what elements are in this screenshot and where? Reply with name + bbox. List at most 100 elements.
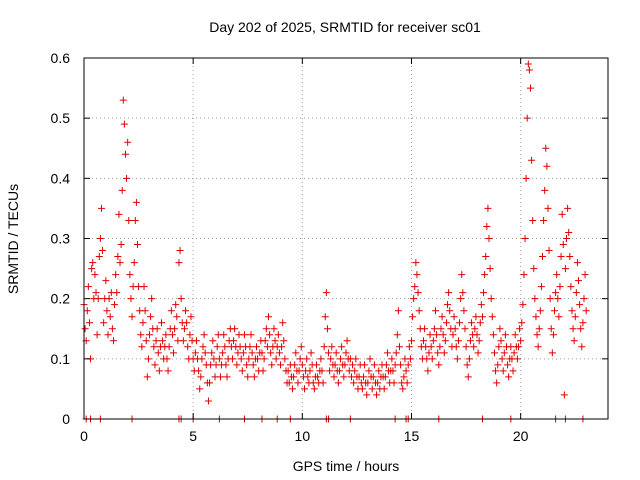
- data-point: [539, 253, 546, 261]
- data-point: [284, 367, 292, 375]
- data-point: [325, 349, 333, 357]
- data-point: [153, 325, 161, 333]
- x-tick-label: 20: [513, 428, 529, 444]
- data-point: [159, 337, 167, 345]
- data-point: [250, 373, 258, 381]
- data-point: [510, 349, 518, 357]
- data-point: [485, 235, 493, 242]
- data-point: [231, 325, 239, 333]
- data-point: [126, 271, 134, 279]
- y-tick-label: 0.4: [51, 170, 71, 186]
- data-point: [239, 349, 247, 357]
- data-point: [113, 289, 121, 297]
- data-point: [505, 373, 513, 381]
- data-point: [390, 379, 398, 387]
- data-point: [404, 361, 412, 369]
- data-point: [579, 319, 587, 327]
- data-point: [81, 325, 89, 333]
- data-point: [168, 331, 176, 339]
- data-point: [150, 343, 158, 351]
- data-point: [582, 307, 590, 315]
- data-point: [560, 391, 568, 399]
- data-point: [540, 216, 548, 224]
- data-point: [428, 355, 436, 363]
- data-point: [84, 283, 92, 291]
- data-point: [99, 247, 107, 255]
- data-point: [481, 271, 489, 279]
- data-point: [264, 313, 272, 321]
- data-point: [137, 331, 145, 339]
- data-point: [473, 331, 481, 339]
- data-point: [561, 265, 569, 273]
- data-point: [464, 373, 472, 381]
- data-point: [151, 361, 159, 369]
- data-point: [199, 343, 207, 351]
- data-point: [92, 289, 100, 297]
- data-point: [373, 391, 381, 399]
- data-point: [442, 319, 450, 327]
- data-point: [301, 385, 309, 393]
- data-point: [106, 313, 114, 321]
- data-point: [275, 349, 283, 357]
- data-point: [413, 271, 421, 279]
- data-point: [368, 385, 376, 393]
- data-point: [494, 361, 502, 369]
- data-point: [310, 385, 318, 393]
- data-point: [104, 331, 112, 339]
- data-point: [123, 174, 131, 182]
- data-point: [112, 271, 120, 279]
- data-point: [103, 307, 111, 315]
- data-point: [438, 313, 446, 321]
- data-point: [249, 361, 257, 369]
- data-point: [563, 235, 571, 242]
- data-point: [108, 325, 116, 333]
- data-point: [176, 247, 184, 255]
- data-point: [102, 277, 110, 285]
- data-point: [304, 373, 312, 381]
- data-point: [576, 301, 584, 309]
- data-point: [572, 289, 580, 297]
- data-point: [406, 355, 414, 363]
- data-point: [547, 325, 555, 333]
- data-point: [490, 349, 498, 357]
- data-point: [457, 295, 465, 303]
- data-point: [220, 331, 228, 339]
- data-point: [124, 138, 132, 146]
- data-point: [274, 331, 282, 339]
- data-point: [454, 337, 462, 345]
- data-point: [215, 355, 223, 363]
- data-point: [111, 301, 119, 309]
- data-point: [546, 295, 554, 303]
- data-point: [280, 337, 288, 345]
- data-point: [201, 349, 209, 357]
- data-points: [80, 60, 590, 423]
- y-tick-label: 0.6: [51, 50, 71, 66]
- data-point: [535, 325, 543, 333]
- data-point: [482, 253, 490, 261]
- data-point: [306, 367, 314, 375]
- data-point: [334, 379, 342, 387]
- data-point: [542, 144, 550, 152]
- x-tick-label: 5: [189, 428, 197, 444]
- data-point: [477, 301, 485, 309]
- data-point: [403, 379, 411, 387]
- data-point: [380, 385, 388, 393]
- data-point: [171, 325, 179, 333]
- data-point: [414, 289, 422, 297]
- data-point: [209, 337, 217, 345]
- data-point: [198, 355, 206, 363]
- data-point: [89, 259, 97, 267]
- data-point: [116, 259, 124, 267]
- data-point: [323, 325, 331, 333]
- data-point: [296, 355, 304, 363]
- data-point: [254, 355, 262, 363]
- data-point: [341, 361, 349, 369]
- data-point: [272, 355, 280, 363]
- data-point: [184, 343, 192, 351]
- y-tick-label: 0.5: [51, 110, 71, 126]
- data-point: [162, 331, 170, 339]
- data-point: [297, 343, 305, 351]
- data-point: [109, 337, 117, 345]
- data-point: [468, 319, 476, 327]
